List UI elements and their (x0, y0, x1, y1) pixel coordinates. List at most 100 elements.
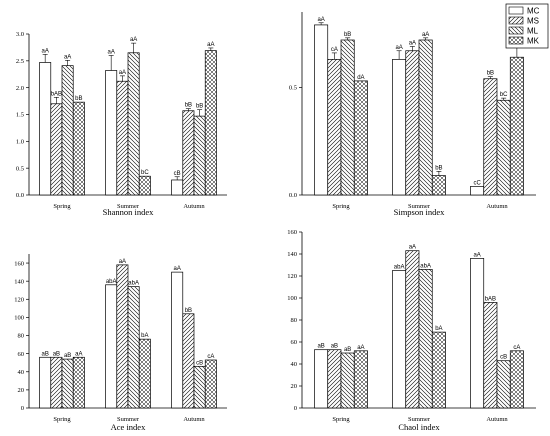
x-category-label: Autumn (183, 416, 205, 423)
bar-mc (470, 258, 485, 409)
legend-label: ML (527, 27, 539, 36)
bar-ml (418, 39, 433, 196)
bar-data-label: aA (473, 252, 480, 258)
bar-data-label: aB (53, 351, 60, 357)
legend-swatch-ms (508, 16, 524, 25)
y-tick-label: 140 (14, 278, 24, 285)
y-tick-label: 140 (287, 251, 297, 258)
bar-data-label: bB (487, 71, 494, 77)
bar-ms (182, 110, 195, 196)
y-tick-label: 1.5 (16, 112, 24, 119)
y-tick-label: 40 (18, 369, 25, 376)
y-tick-label: 100 (287, 295, 297, 302)
bar-ml (340, 39, 355, 196)
legend-label: MS (527, 17, 539, 26)
bar-data-label: abA (394, 265, 405, 271)
bar-mk (72, 356, 85, 409)
legend-swatch-ml (508, 26, 524, 35)
x-category-label: Autumn (486, 203, 508, 210)
shannon-chart: 0.0 0.5 1.0 1.5 2.0 2.5 3.0 Spring aA bAB aA bB Summ… (16, 31, 227, 217)
bar-data-label: aA (317, 17, 324, 23)
bar-data-label: bB (344, 32, 351, 38)
x-category-label: Spring (53, 416, 71, 423)
y-tick-label: 120 (14, 296, 24, 303)
y-tick-label: 120 (287, 273, 297, 280)
y-tick-label: 0 (21, 405, 24, 412)
chart-title: Ace index (111, 422, 146, 432)
bar-data-label: abA (420, 263, 431, 269)
y-tick-label: 2.5 (16, 58, 24, 65)
y-tick-label: 40 (291, 361, 298, 368)
simpson-chart: 0.0 0.5 Spring aA cA bB dA Summer aA aA aA bB Autumn… (289, 12, 536, 217)
bar-ml (127, 286, 140, 409)
legend-label: MK (527, 37, 540, 46)
bar-data-label: aA (207, 42, 214, 48)
y-tick-label: 160 (287, 229, 297, 236)
bar-mc (171, 179, 184, 196)
legend-label: MC (527, 7, 540, 16)
bar-data-label: aA (409, 40, 416, 46)
bar-mk (138, 175, 151, 196)
bar-mk (509, 56, 524, 196)
y-tick-label: 20 (18, 387, 25, 394)
y-tick-label: 0.0 (16, 192, 24, 199)
x-category-label: Spring (53, 203, 71, 210)
bar-data-label: aA (41, 48, 48, 54)
chart-title: Simpson index (394, 207, 446, 217)
bar-ms (327, 59, 342, 196)
legend-swatch-mk (508, 36, 524, 45)
x-category-label: Autumn (486, 416, 508, 423)
y-tick-label: 0 (294, 405, 297, 412)
bar-data-label: bC (500, 92, 508, 98)
y-tick-label: 0.5 (289, 85, 297, 92)
bar-ms (483, 302, 498, 409)
y-tick-label: 60 (18, 351, 25, 358)
bar-data-label: aA (75, 351, 82, 357)
y-tick-label: 1.0 (16, 139, 24, 146)
bar-data-label: aB (64, 353, 71, 359)
bar-data-label: bB (75, 96, 82, 102)
ace-chart: 0 20 40 60 80 100 120 140 160 Spring aB aB aB aA Summe… (14, 254, 227, 432)
bar-data-label: bB (185, 103, 192, 109)
legend-swatch-mc (508, 6, 524, 15)
x-category-label: Spring (332, 416, 350, 423)
bar-mk (431, 175, 446, 196)
chart-title: Shannon index (103, 207, 155, 217)
bar-ms (116, 264, 129, 409)
bar-ml (193, 365, 206, 409)
bar-mc (105, 284, 118, 409)
bar-ml (193, 115, 206, 196)
bar-data-label: cB (174, 171, 181, 177)
bar-data-label: bAB (485, 296, 496, 302)
y-tick-label: 80 (18, 333, 25, 340)
bar-data-label: aA (64, 54, 71, 60)
bar-mk (353, 350, 368, 409)
bar-data-label: cA (207, 354, 214, 360)
chaol-chart: 0 20 40 60 80 100 120 140 160 Spring aB aB aB aA Summe… (287, 229, 536, 432)
bar-data-label: aA (107, 49, 114, 55)
bar-ml (418, 269, 433, 409)
bar-ms (50, 356, 63, 409)
bar-data-label: aB (344, 347, 351, 353)
y-tick-label: 0.5 (16, 165, 24, 172)
bar-data-label: cC (473, 180, 481, 186)
bar-ml (61, 65, 74, 196)
x-category-label: Summer (408, 203, 431, 210)
bar-mk (204, 359, 217, 409)
bar-ms (405, 50, 420, 196)
bar-ms (182, 313, 195, 409)
bar-data-label: aB (41, 351, 48, 357)
bar-ml (61, 358, 74, 409)
bar-mk (509, 350, 524, 409)
y-tick-label: 0.0 (289, 192, 297, 199)
bar-data-label: cA (331, 47, 338, 53)
y-tick-label: 3.0 (16, 31, 24, 38)
bar-mc (392, 270, 407, 409)
bar-data-label: cB (196, 360, 203, 366)
bar-data-label: bAB (51, 91, 62, 97)
bar-data-label: bC (141, 170, 149, 176)
bar-data-label: aA (119, 259, 126, 265)
bar-data-label: bA (141, 333, 148, 339)
chart-title: Chaol index (398, 422, 440, 432)
